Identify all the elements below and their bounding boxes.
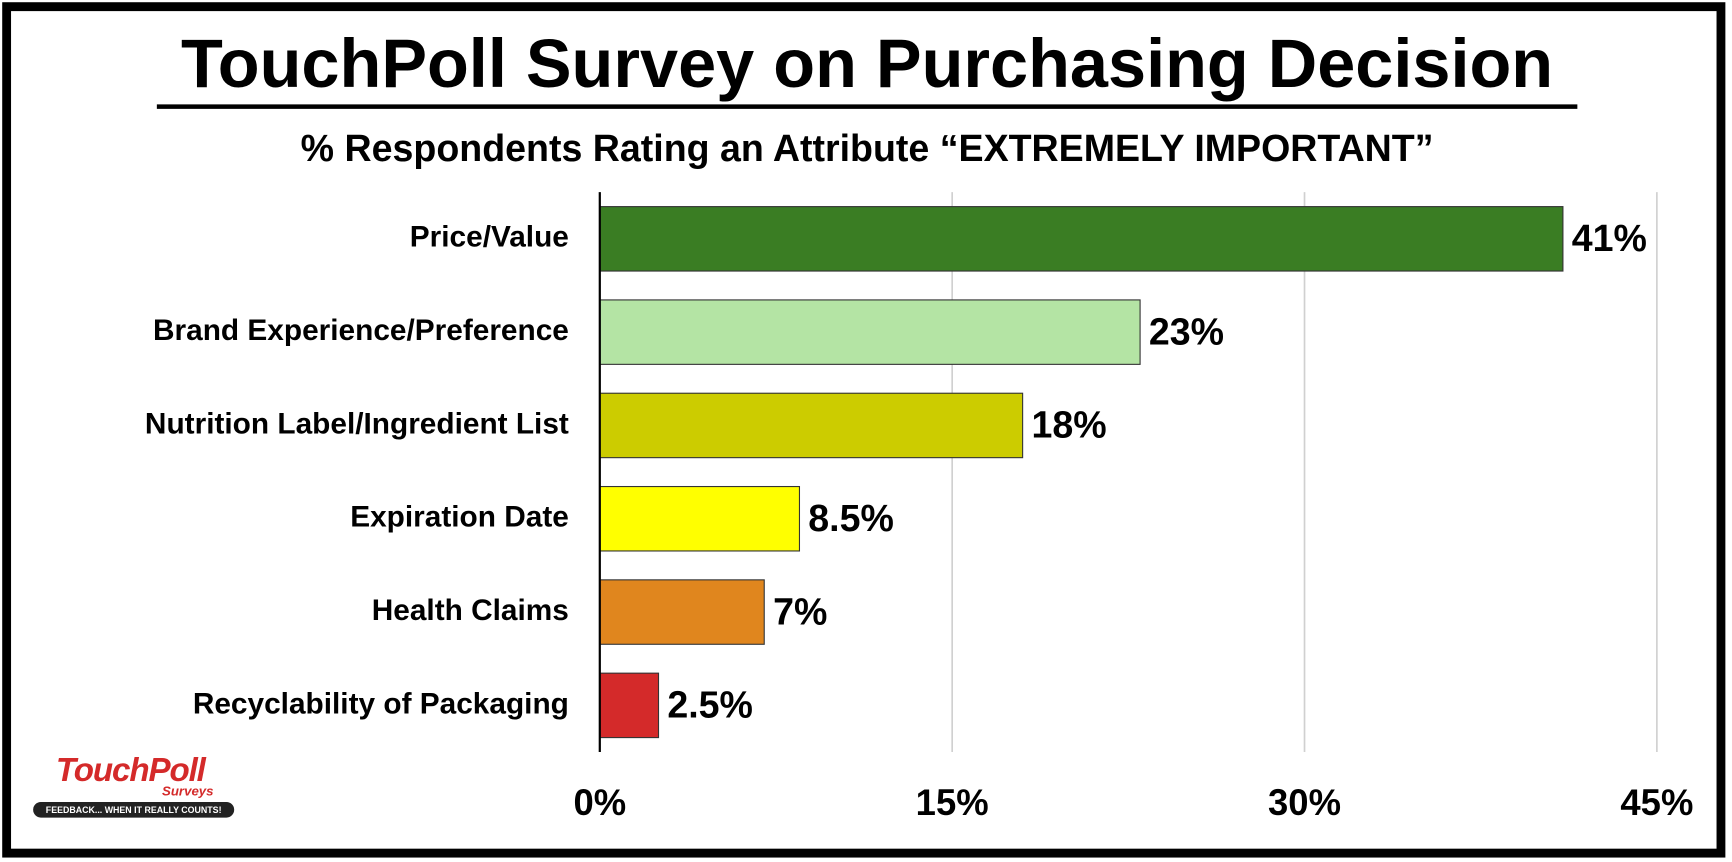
bar [599,206,1564,272]
x-tick-label: 45% [1620,782,1693,823]
y-tick-label: Nutrition Label/Ingredient List [145,407,569,440]
chart-title: TouchPoll Survey on Purchasing Decision [181,25,1553,102]
logo-sub: Surveys [162,784,214,799]
value-label: 8.5% [808,497,894,539]
bar [599,392,1024,459]
logo: TouchPoll Surveys FEEDBACK... WHEN IT RE… [33,752,235,818]
bar [599,299,1141,365]
bar [599,579,765,645]
value-label: 7% [773,590,827,632]
y-tick-label: Recyclability of Packaging [193,687,569,720]
logo-bar [33,802,235,818]
bar [599,672,660,739]
y-tick-label: Health Claims [372,594,569,627]
x-tick-label: 0% [573,782,626,823]
y-tick-label: Brand Experience/Preference [153,314,569,347]
bar [599,485,801,552]
y-tick-label: Price/Value [410,221,569,254]
y-tick-label: Expiration Date [350,501,569,534]
value-label: 23% [1149,310,1224,352]
chart-subtitle: % Respondents Rating an Attribute “EXTRE… [301,127,1434,169]
x-tick-label: 15% [916,782,989,823]
x-tick-label: 30% [1268,782,1341,823]
value-label: 2.5% [667,683,753,725]
logo-tagline: FEEDBACK... WHEN IT REALLY COUNTS! [46,805,222,815]
value-label: 41% [1572,217,1647,259]
logo-name: TouchPoll [56,752,207,789]
value-label: 18% [1031,404,1106,446]
